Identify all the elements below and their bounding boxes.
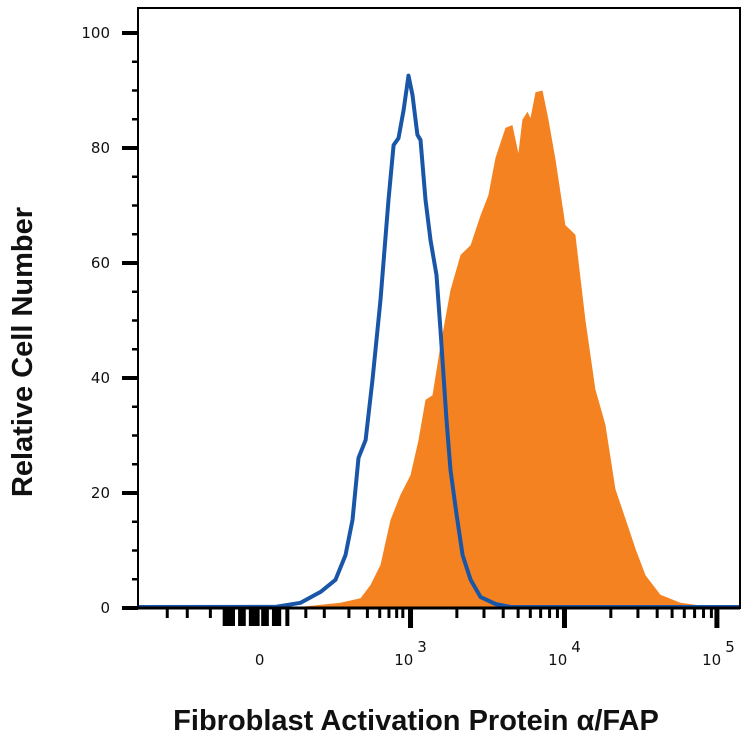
y-axis-title: Relative Cell Number	[7, 207, 39, 497]
y-tick-label: 80	[91, 139, 110, 157]
x-tick-exponent: 4	[571, 638, 581, 656]
y-tick-label: 40	[91, 369, 110, 387]
x-tick-label: 0	[255, 651, 265, 669]
x-zero-tick-block	[248, 608, 260, 626]
x-zero-tick-block	[261, 608, 269, 626]
series-fap-stained-area	[300, 90, 706, 608]
x-axis-title: Fibroblast Activation Protein α/FAP	[173, 705, 659, 737]
x-tick-base: 0	[255, 651, 265, 669]
x-tick-base: 10	[394, 651, 413, 669]
x-tick-exponent: 3	[417, 638, 427, 656]
x-tick-label: 105	[702, 638, 735, 669]
x-zero-tick-block	[271, 608, 282, 626]
series-isotype-control-line	[137, 73, 741, 609]
x-tick-base: 10	[548, 651, 567, 669]
x-tick-base: 10	[702, 651, 721, 669]
x-tick-label: 103	[394, 638, 427, 669]
x-tick-exponent: 5	[725, 638, 735, 656]
x-zero-tick-block	[238, 608, 246, 626]
plot-area	[137, 73, 741, 609]
y-tick-label: 20	[91, 484, 110, 502]
y-tick-label: 60	[91, 254, 110, 272]
x-tick-label: 104	[548, 638, 581, 669]
x-zero-tick-block	[222, 608, 235, 626]
y-tick-label: 100	[81, 24, 110, 42]
y-tick-label: 0	[100, 599, 110, 617]
